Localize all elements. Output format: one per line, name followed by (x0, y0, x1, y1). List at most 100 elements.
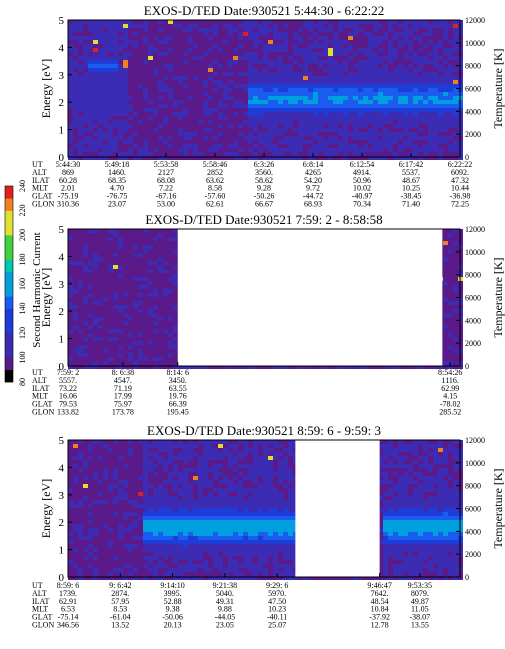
spectrogram-cell (88, 28, 93, 32)
spectrogram-cell (283, 52, 288, 56)
spectrogram-cell (283, 128, 288, 132)
spectrogram-cell (203, 148, 208, 152)
spectrogram-cell (453, 96, 458, 100)
spectrogram-cell (353, 140, 358, 144)
spectrogram-cell (433, 60, 438, 64)
spectrogram-cell (158, 313, 163, 317)
spectrogram-cell (183, 136, 188, 140)
spectrogram-cell (408, 48, 413, 52)
spectrogram-cell (398, 104, 403, 108)
spectrogram-cell (73, 349, 78, 353)
spectrogram-cell (453, 68, 458, 72)
spectrogram-cell (258, 140, 263, 144)
spectrogram-cell (178, 120, 183, 124)
spectrogram-cell (223, 96, 228, 100)
spectrogram-cell (338, 88, 343, 92)
spectrogram-cell (213, 84, 218, 88)
spectrogram-cell (143, 112, 148, 116)
spectrogram-cell (218, 136, 223, 140)
spectrogram-cell (163, 116, 168, 120)
spectrogram-cell (193, 156, 198, 160)
spectrogram-cell (98, 333, 103, 337)
spectrogram-cell (78, 48, 83, 52)
spectrogram-cell (298, 100, 303, 104)
spectrogram-cell (393, 152, 398, 156)
spectrogram-cell (383, 36, 388, 40)
spectrogram-cell (308, 36, 313, 40)
spectrogram-cell (378, 48, 383, 52)
spectrogram-cell (298, 108, 303, 112)
spectrogram-cell (168, 321, 173, 325)
spectrogram-cell (133, 80, 138, 84)
spectrogram-cell (108, 277, 113, 281)
spectrogram-cell (258, 104, 263, 108)
spectrogram-cell (338, 124, 343, 128)
spectrogram-cell (163, 233, 168, 237)
spectrogram-cell (83, 325, 88, 329)
spectrogram-cell (253, 28, 258, 32)
spectrogram-cell (128, 337, 133, 341)
spectrogram-cell (153, 281, 158, 285)
spectrogram-cell (338, 108, 343, 112)
spectrogram-cell (123, 20, 128, 24)
spectrogram-cell (188, 72, 193, 76)
spectrogram-cell (218, 108, 223, 112)
spectrogram-cell (333, 100, 338, 104)
spectrogram-cell (78, 241, 83, 245)
spectrogram-cell (308, 152, 313, 156)
spectrogram-cell (98, 341, 103, 345)
spectrogram-cell (263, 104, 268, 108)
spectrogram-cell (433, 56, 438, 60)
spectrogram-cell (413, 36, 418, 40)
spectrogram-cell (218, 80, 223, 84)
spectrogram-cell (148, 353, 153, 357)
spectrogram-cell (253, 24, 258, 28)
spectrogram-cell (163, 313, 168, 317)
spectrogram-cell (393, 20, 398, 24)
spectrogram-cell (343, 20, 348, 24)
spectrogram-cell (188, 136, 193, 140)
spectrogram-cell (123, 96, 128, 100)
spectrogram-cell (133, 277, 138, 281)
spectrogram-cell (323, 72, 328, 76)
spectrogram-cell (178, 104, 183, 108)
spectrogram-cell (123, 52, 128, 56)
spectrogram-cell (338, 84, 343, 88)
spectrogram-cell (68, 20, 73, 24)
spectrogram-cell (68, 317, 73, 321)
spectrogram-cell (388, 144, 393, 148)
spectrogram-cell (273, 60, 278, 64)
spectrogram-cell (193, 84, 198, 88)
spectrogram-cell (148, 365, 153, 369)
spectrogram-cell (258, 44, 263, 48)
table-cell: 5:58:46 (203, 160, 227, 169)
spectrogram-cell (218, 100, 223, 104)
spectrogram-cell (148, 28, 153, 32)
spectrogram-cell (253, 68, 258, 72)
spectrogram-cell (333, 108, 338, 112)
spectrogram-cell (238, 84, 243, 88)
spectrogram-cell (293, 136, 298, 140)
spectrogram-cell (138, 277, 143, 281)
spectrogram-cell (263, 124, 268, 128)
table-cell: 58.62 (255, 176, 273, 185)
spectrogram-cell (448, 116, 453, 120)
spectrogram-cell (443, 20, 448, 24)
spectrogram-cell (278, 100, 283, 104)
spectrogram-cell (453, 112, 458, 116)
spectrogram-cell (308, 116, 313, 120)
spectrogram-cell (173, 64, 178, 68)
spectrogram-cell (308, 128, 313, 132)
spectrogram-cell (243, 136, 248, 140)
spectrogram-cell (413, 136, 418, 140)
spectrogram-cell (68, 56, 73, 60)
spectrogram-cell (298, 120, 303, 124)
spectrogram-cell (283, 68, 288, 72)
spectrogram-cell (98, 96, 103, 100)
spectrogram-cell (333, 132, 338, 136)
spectrogram-cell (218, 148, 223, 152)
spectrogram-cell (203, 52, 208, 56)
spectrogram-cell (158, 333, 163, 337)
spectrogram-cell (163, 297, 168, 301)
spectrogram-cell (308, 52, 313, 56)
